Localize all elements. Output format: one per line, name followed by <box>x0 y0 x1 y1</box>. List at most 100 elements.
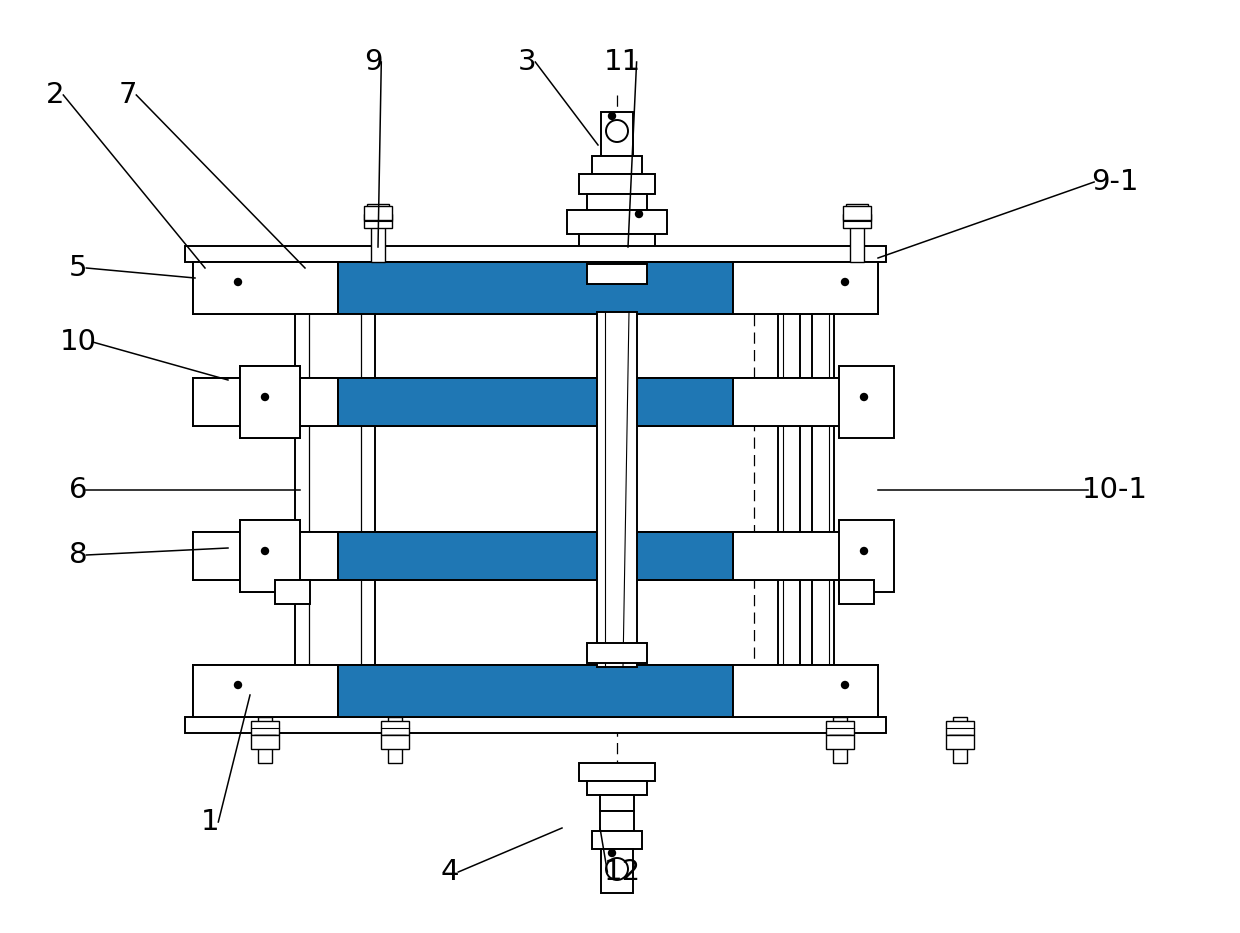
Bar <box>846 204 868 214</box>
Bar <box>579 234 655 252</box>
Bar <box>946 721 973 735</box>
Circle shape <box>606 858 627 880</box>
Bar <box>295 314 374 665</box>
Bar <box>587 781 647 795</box>
Bar <box>241 520 300 592</box>
Bar <box>839 580 874 604</box>
Text: 10-1: 10-1 <box>1083 476 1148 504</box>
Bar <box>193 532 878 580</box>
Circle shape <box>609 113 615 119</box>
Circle shape <box>635 211 642 217</box>
Bar <box>193 665 339 717</box>
Circle shape <box>606 120 627 142</box>
Bar <box>600 811 634 831</box>
Bar <box>250 721 279 735</box>
Text: 7: 7 <box>119 81 138 109</box>
Circle shape <box>234 278 242 285</box>
Bar <box>826 735 854 749</box>
Bar <box>591 831 642 849</box>
Bar <box>384 735 405 745</box>
Bar <box>830 735 851 745</box>
Text: 5: 5 <box>68 254 87 282</box>
Bar <box>193 262 339 314</box>
Bar <box>339 262 733 314</box>
Bar <box>371 210 384 262</box>
Bar <box>381 721 409 735</box>
Bar <box>254 735 277 745</box>
Bar <box>193 378 878 426</box>
Bar <box>733 378 878 426</box>
Bar <box>579 174 655 194</box>
Bar <box>367 204 389 214</box>
Bar <box>339 378 733 426</box>
Bar <box>193 665 339 717</box>
Bar <box>777 314 800 665</box>
Bar <box>185 717 887 733</box>
Bar <box>193 665 878 717</box>
Bar <box>365 206 392 220</box>
Bar <box>839 520 894 592</box>
Bar <box>826 721 854 735</box>
Bar <box>339 532 733 580</box>
Bar <box>339 665 733 717</box>
Bar <box>587 194 647 210</box>
Text: 9: 9 <box>363 48 382 76</box>
Bar <box>193 665 339 717</box>
Bar <box>946 735 973 749</box>
Bar <box>843 214 870 228</box>
Bar <box>733 378 878 426</box>
Bar <box>241 366 300 438</box>
Bar <box>733 532 878 580</box>
Text: 12: 12 <box>604 858 641 886</box>
Bar <box>733 262 878 314</box>
Text: 6: 6 <box>68 476 87 504</box>
Bar <box>949 735 971 745</box>
Bar <box>258 717 272 763</box>
Bar <box>241 520 300 592</box>
Bar <box>339 532 733 580</box>
Bar <box>601 849 632 893</box>
Bar <box>600 795 634 811</box>
Bar <box>275 580 310 604</box>
Bar <box>193 378 339 426</box>
Circle shape <box>861 548 868 554</box>
Bar <box>567 210 667 234</box>
Bar <box>388 717 402 763</box>
Bar <box>193 262 339 314</box>
Bar <box>193 532 339 580</box>
Bar <box>596 312 637 667</box>
Text: 4: 4 <box>440 858 459 886</box>
Bar <box>365 214 392 228</box>
Bar <box>250 735 279 749</box>
Bar <box>600 252 634 266</box>
Bar <box>381 735 409 749</box>
Text: 9-1: 9-1 <box>1091 168 1138 196</box>
Bar <box>587 643 647 663</box>
Bar <box>193 532 339 580</box>
Bar <box>839 366 894 438</box>
Bar <box>241 366 300 438</box>
Circle shape <box>609 850 615 856</box>
Bar <box>579 763 655 781</box>
Circle shape <box>262 394 269 400</box>
Bar <box>241 520 300 592</box>
Bar <box>601 112 632 156</box>
Bar <box>833 717 847 763</box>
Bar <box>843 206 870 220</box>
Bar <box>591 156 642 174</box>
Circle shape <box>861 394 868 400</box>
Bar <box>339 262 733 314</box>
Bar <box>193 378 339 426</box>
Bar <box>193 262 878 314</box>
Circle shape <box>234 681 242 689</box>
Bar <box>849 210 864 262</box>
Circle shape <box>262 548 269 554</box>
Bar <box>339 665 733 717</box>
Bar <box>339 378 733 426</box>
Bar <box>241 366 300 438</box>
Bar <box>587 264 647 284</box>
Text: 3: 3 <box>517 48 537 76</box>
Bar <box>185 246 887 262</box>
Bar <box>733 665 878 717</box>
Bar <box>193 665 878 717</box>
